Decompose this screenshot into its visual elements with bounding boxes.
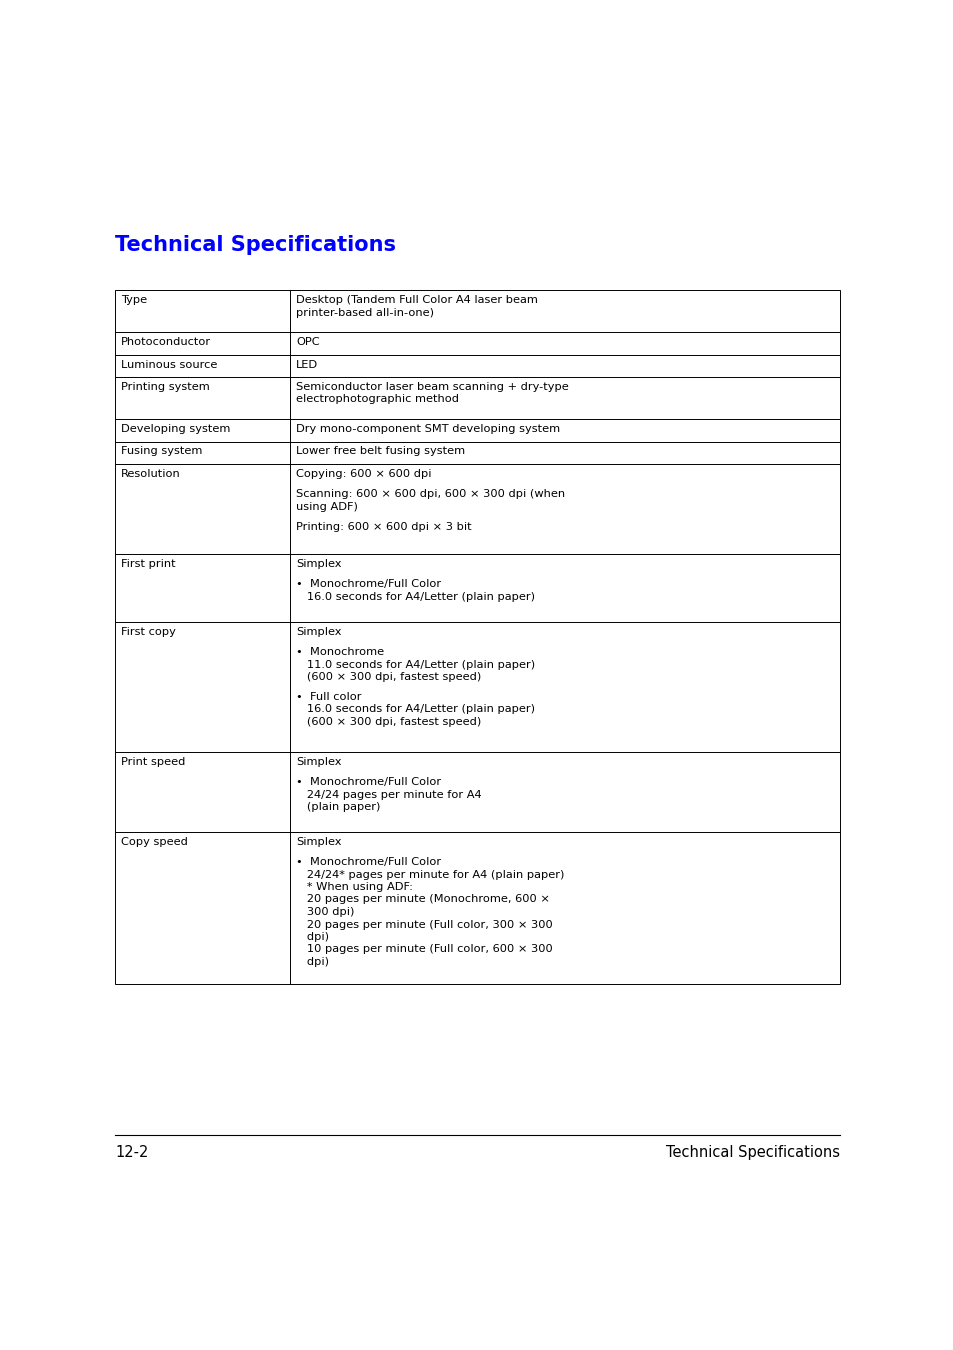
Text: * When using ADF:: * When using ADF: — [295, 882, 413, 892]
Text: First print: First print — [121, 559, 175, 568]
Text: 16.0 seconds for A4/Letter (plain paper): 16.0 seconds for A4/Letter (plain paper) — [295, 591, 535, 602]
Text: •  Monochrome: • Monochrome — [295, 647, 384, 657]
Text: •  Monochrome/Full Color: • Monochrome/Full Color — [295, 579, 440, 589]
Text: 20 pages per minute (Monochrome, 600 ×: 20 pages per minute (Monochrome, 600 × — [295, 895, 549, 905]
Text: 24/24* pages per minute for A4 (plain paper): 24/24* pages per minute for A4 (plain pa… — [295, 869, 564, 879]
Text: Resolution: Resolution — [121, 468, 180, 479]
Text: printer-based all-in-one): printer-based all-in-one) — [295, 308, 434, 317]
Text: (600 × 300 dpi, fastest speed): (600 × 300 dpi, fastest speed) — [295, 717, 480, 728]
Text: •  Monochrome/Full Color: • Monochrome/Full Color — [295, 857, 440, 867]
Text: (plain paper): (plain paper) — [295, 802, 380, 811]
Text: Type: Type — [121, 296, 147, 305]
Text: Developing system: Developing system — [121, 424, 230, 433]
Text: Simplex: Simplex — [295, 757, 341, 767]
Text: Fusing system: Fusing system — [121, 447, 202, 456]
Text: Simplex: Simplex — [295, 626, 341, 637]
Text: 10 pages per minute (Full color, 600 × 300: 10 pages per minute (Full color, 600 × 3… — [295, 945, 552, 954]
Text: 16.0 seconds for A4/Letter (plain paper): 16.0 seconds for A4/Letter (plain paper) — [295, 705, 535, 714]
Text: Dry mono-component SMT developing system: Dry mono-component SMT developing system — [295, 424, 559, 433]
Text: dpi): dpi) — [295, 931, 329, 942]
Text: electrophotographic method: electrophotographic method — [295, 394, 458, 405]
Text: Scanning: 600 × 600 dpi, 600 × 300 dpi (when: Scanning: 600 × 600 dpi, 600 × 300 dpi (… — [295, 489, 564, 500]
Text: Copy speed: Copy speed — [121, 837, 188, 846]
Text: 12-2: 12-2 — [115, 1145, 149, 1160]
Text: 24/24 pages per minute for A4: 24/24 pages per minute for A4 — [295, 790, 481, 799]
Text: Simplex: Simplex — [295, 837, 341, 846]
Text: Luminous source: Luminous source — [121, 359, 217, 370]
Text: Lower free belt fusing system: Lower free belt fusing system — [295, 447, 465, 456]
Text: dpi): dpi) — [295, 957, 329, 967]
Text: (600 × 300 dpi, fastest speed): (600 × 300 dpi, fastest speed) — [295, 672, 480, 682]
Text: Photoconductor: Photoconductor — [121, 338, 211, 347]
Text: Printing: 600 × 600 dpi × 3 bit: Printing: 600 × 600 dpi × 3 bit — [295, 521, 471, 532]
Text: LED: LED — [295, 359, 317, 370]
Text: Technical Specifications: Technical Specifications — [115, 235, 395, 255]
Text: Print speed: Print speed — [121, 757, 185, 767]
Text: Desktop (Tandem Full Color A4 laser beam: Desktop (Tandem Full Color A4 laser beam — [295, 296, 537, 305]
Text: 20 pages per minute (Full color, 300 × 300: 20 pages per minute (Full color, 300 × 3… — [295, 919, 552, 930]
Text: 300 dpi): 300 dpi) — [295, 907, 354, 917]
Text: Technical Specifications: Technical Specifications — [665, 1145, 840, 1160]
Text: OPC: OPC — [295, 338, 319, 347]
Text: •  Full color: • Full color — [295, 693, 361, 702]
Text: Semiconductor laser beam scanning + dry-type: Semiconductor laser beam scanning + dry-… — [295, 382, 568, 391]
Text: First copy: First copy — [121, 626, 175, 637]
Text: Simplex: Simplex — [295, 559, 341, 568]
Text: using ADF): using ADF) — [295, 501, 357, 512]
Text: •  Monochrome/Full Color: • Monochrome/Full Color — [295, 778, 440, 787]
Text: 11.0 seconds for A4/Letter (plain paper): 11.0 seconds for A4/Letter (plain paper) — [295, 660, 535, 670]
Text: Printing system: Printing system — [121, 382, 210, 391]
Bar — [115, 290, 840, 984]
Text: Copying: 600 × 600 dpi: Copying: 600 × 600 dpi — [295, 468, 431, 479]
